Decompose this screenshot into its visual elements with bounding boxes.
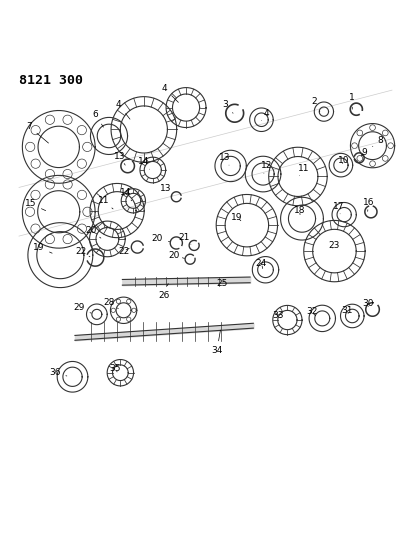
Text: 4: 4 xyxy=(115,100,130,119)
Text: 15: 15 xyxy=(25,199,46,211)
Text: 35: 35 xyxy=(110,364,121,373)
Text: 13: 13 xyxy=(114,152,125,165)
Text: 20: 20 xyxy=(152,235,170,244)
Text: 6: 6 xyxy=(92,110,104,127)
Text: 28: 28 xyxy=(103,297,118,309)
Text: 20: 20 xyxy=(168,251,185,260)
Text: 11: 11 xyxy=(97,196,113,209)
Text: 25: 25 xyxy=(217,279,228,288)
Text: 22: 22 xyxy=(75,247,90,257)
Text: 4: 4 xyxy=(261,109,269,120)
Text: 17: 17 xyxy=(333,202,344,214)
Text: 26: 26 xyxy=(159,284,170,300)
Text: 34: 34 xyxy=(211,330,222,356)
Text: 19: 19 xyxy=(231,213,243,222)
Text: 8: 8 xyxy=(372,135,383,147)
Text: 1: 1 xyxy=(349,93,355,109)
Text: 31: 31 xyxy=(341,306,352,315)
Text: 33: 33 xyxy=(272,311,284,320)
Text: 21: 21 xyxy=(179,233,191,245)
Text: 13: 13 xyxy=(160,184,172,196)
Text: 18: 18 xyxy=(294,206,305,215)
Text: 3: 3 xyxy=(222,100,233,113)
Text: 14: 14 xyxy=(138,157,150,169)
Text: 13: 13 xyxy=(219,154,231,165)
Text: 8121 300: 8121 300 xyxy=(19,74,83,87)
Text: 32: 32 xyxy=(306,308,317,317)
Text: 29: 29 xyxy=(73,303,91,313)
Text: 11: 11 xyxy=(298,164,309,176)
Text: 23: 23 xyxy=(329,241,340,250)
Text: 10: 10 xyxy=(338,156,350,165)
Text: 30: 30 xyxy=(363,300,374,308)
Text: 22: 22 xyxy=(118,247,129,256)
Text: 4: 4 xyxy=(162,84,178,102)
Text: 2: 2 xyxy=(312,96,320,111)
Text: 24: 24 xyxy=(256,259,267,269)
Text: 36: 36 xyxy=(49,368,67,377)
Text: 9: 9 xyxy=(361,148,367,157)
Text: 16: 16 xyxy=(363,198,374,212)
Text: 19: 19 xyxy=(33,243,52,253)
Text: 12: 12 xyxy=(261,161,273,173)
Text: 14: 14 xyxy=(120,188,132,201)
Text: 20: 20 xyxy=(85,227,101,238)
Text: 7: 7 xyxy=(26,122,48,143)
